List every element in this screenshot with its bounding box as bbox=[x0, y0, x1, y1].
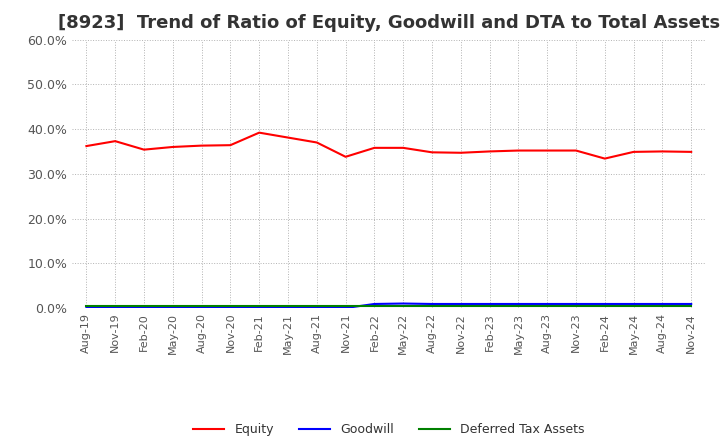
Goodwill bbox=[629, 301, 638, 307]
Deferred Tax Assets bbox=[255, 303, 264, 308]
Equity bbox=[543, 148, 552, 153]
Deferred Tax Assets bbox=[572, 303, 580, 308]
Equity bbox=[197, 143, 206, 148]
Legend: Equity, Goodwill, Deferred Tax Assets: Equity, Goodwill, Deferred Tax Assets bbox=[188, 418, 590, 440]
Goodwill bbox=[572, 301, 580, 307]
Deferred Tax Assets bbox=[629, 303, 638, 308]
Deferred Tax Assets bbox=[456, 303, 465, 308]
Deferred Tax Assets bbox=[485, 303, 494, 308]
Goodwill bbox=[312, 305, 321, 311]
Deferred Tax Assets bbox=[687, 303, 696, 308]
Deferred Tax Assets bbox=[140, 303, 148, 308]
Goodwill bbox=[255, 305, 264, 311]
Equity bbox=[82, 143, 91, 149]
Goodwill bbox=[168, 305, 177, 311]
Equity bbox=[485, 149, 494, 154]
Equity bbox=[312, 140, 321, 145]
Equity bbox=[399, 145, 408, 150]
Equity bbox=[600, 156, 609, 161]
Equity bbox=[226, 143, 235, 148]
Equity bbox=[341, 154, 350, 159]
Goodwill bbox=[341, 305, 350, 311]
Deferred Tax Assets bbox=[543, 303, 552, 308]
Equity bbox=[428, 150, 436, 155]
Deferred Tax Assets bbox=[658, 303, 667, 308]
Deferred Tax Assets bbox=[312, 303, 321, 308]
Goodwill bbox=[82, 305, 91, 311]
Deferred Tax Assets bbox=[168, 303, 177, 308]
Goodwill bbox=[111, 305, 120, 311]
Goodwill bbox=[485, 301, 494, 307]
Line: Equity: Equity bbox=[86, 132, 691, 158]
Line: Goodwill: Goodwill bbox=[86, 304, 691, 308]
Deferred Tax Assets bbox=[284, 303, 292, 308]
Deferred Tax Assets bbox=[111, 303, 120, 308]
Goodwill bbox=[140, 305, 148, 311]
Equity bbox=[629, 149, 638, 154]
Goodwill bbox=[428, 301, 436, 307]
Goodwill bbox=[658, 301, 667, 307]
Deferred Tax Assets bbox=[226, 303, 235, 308]
Deferred Tax Assets bbox=[514, 303, 523, 308]
Equity bbox=[140, 147, 148, 152]
Equity bbox=[687, 149, 696, 154]
Equity bbox=[456, 150, 465, 155]
Goodwill bbox=[456, 301, 465, 307]
Equity bbox=[572, 148, 580, 153]
Goodwill bbox=[197, 305, 206, 311]
Goodwill bbox=[600, 301, 609, 307]
Deferred Tax Assets bbox=[428, 303, 436, 308]
Deferred Tax Assets bbox=[600, 303, 609, 308]
Equity bbox=[284, 135, 292, 140]
Goodwill bbox=[284, 305, 292, 311]
Goodwill bbox=[370, 301, 379, 307]
Goodwill bbox=[226, 305, 235, 311]
Deferred Tax Assets bbox=[370, 303, 379, 308]
Title: [8923]  Trend of Ratio of Equity, Goodwill and DTA to Total Assets: [8923] Trend of Ratio of Equity, Goodwil… bbox=[58, 15, 720, 33]
Goodwill bbox=[687, 301, 696, 307]
Equity bbox=[370, 145, 379, 150]
Goodwill bbox=[399, 301, 408, 306]
Deferred Tax Assets bbox=[82, 303, 91, 308]
Equity bbox=[255, 130, 264, 135]
Deferred Tax Assets bbox=[399, 303, 408, 308]
Equity bbox=[168, 144, 177, 150]
Goodwill bbox=[514, 301, 523, 307]
Deferred Tax Assets bbox=[197, 303, 206, 308]
Equity bbox=[658, 149, 667, 154]
Equity bbox=[111, 139, 120, 144]
Equity bbox=[514, 148, 523, 153]
Goodwill bbox=[543, 301, 552, 307]
Deferred Tax Assets bbox=[341, 303, 350, 308]
